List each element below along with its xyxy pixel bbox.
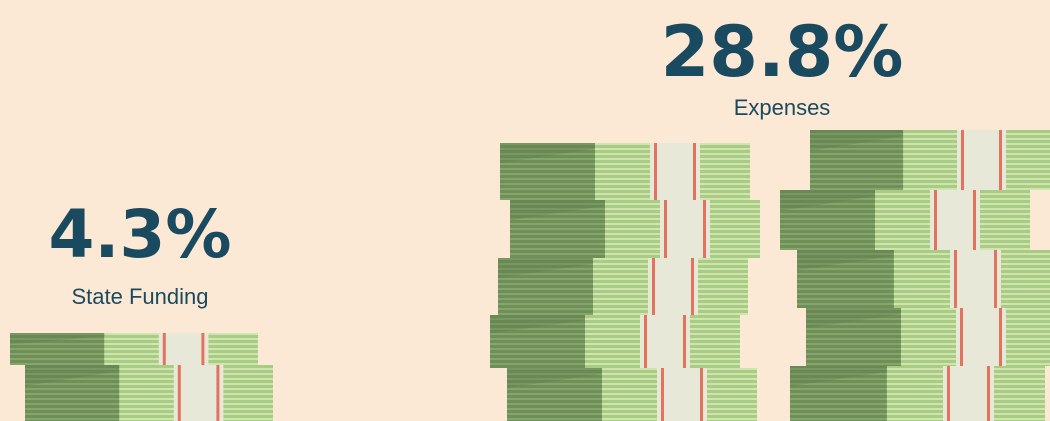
bundle-band	[174, 365, 224, 421]
money-bundle	[790, 366, 1045, 421]
money-bundle	[10, 333, 258, 365]
band-stripe	[954, 250, 957, 308]
band-stripe	[947, 366, 950, 421]
bundle-band	[648, 258, 698, 315]
band-stripe	[973, 190, 976, 250]
money-bundle	[25, 365, 273, 421]
money-bundle	[500, 143, 750, 200]
money-bundle	[490, 315, 740, 368]
bundle-band	[640, 315, 690, 368]
money-bundle	[510, 200, 760, 258]
band-stripe	[178, 365, 181, 421]
band-stripe	[644, 315, 647, 368]
bundle-band	[950, 250, 1001, 308]
stat-value: 28.8%	[661, 11, 904, 93]
money-stacks	[10, 130, 1050, 421]
band-stripe	[693, 143, 696, 200]
band-stripe	[216, 365, 219, 421]
money-bundle	[498, 258, 748, 315]
band-stripe	[691, 258, 694, 315]
band-stripe	[960, 308, 963, 366]
money-bundle	[810, 130, 1050, 190]
money-bundle	[797, 250, 1050, 308]
bundle-band	[657, 368, 707, 421]
band-stripe	[163, 333, 166, 365]
band-stripe	[652, 258, 655, 315]
band-stripe	[961, 130, 964, 190]
band-stripe	[987, 366, 990, 421]
band-stripe	[664, 200, 667, 258]
band-stripe	[201, 333, 204, 365]
stat-value: 4.3%	[48, 196, 231, 273]
band-stripe	[700, 368, 703, 421]
band-stripe	[683, 315, 686, 368]
bundle-band	[660, 200, 710, 258]
band-stripe	[999, 130, 1002, 190]
band-stripe	[934, 190, 937, 250]
bundle-band	[650, 143, 700, 200]
stat-label: Expenses	[734, 95, 831, 120]
band-stripe	[654, 143, 657, 200]
bundle-band	[943, 366, 994, 421]
page: 4.3% State Funding 28.8% Expenses (() =>…	[0, 0, 1050, 421]
stat-label: State Funding	[72, 284, 209, 309]
band-stripe	[994, 250, 997, 308]
band-stripe	[661, 368, 664, 421]
money-bundle	[806, 308, 1050, 366]
infographic: 4.3% State Funding 28.8% Expenses	[0, 0, 1050, 421]
bundle-band	[957, 130, 1006, 190]
bundle-band	[159, 333, 209, 365]
band-stripe	[999, 308, 1002, 366]
band-stripe	[703, 200, 706, 258]
money-bundle	[780, 190, 1030, 250]
money-bundle	[507, 368, 757, 421]
bundle-band	[956, 308, 1006, 366]
bundle-band	[930, 190, 980, 250]
